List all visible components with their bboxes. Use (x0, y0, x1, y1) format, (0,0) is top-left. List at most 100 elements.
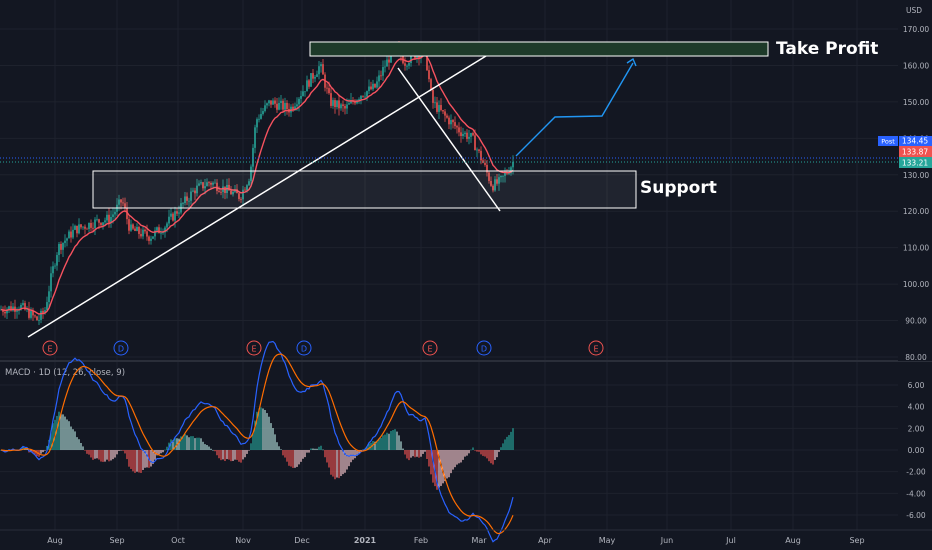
macd-histogram-bar (84, 450, 86, 451)
support-zone[interactable] (92, 170, 637, 209)
candle-body (72, 229, 74, 238)
time-axis[interactable]: Aug Sep Oct Nov Dec 2021 Feb Mar Apr May Jun Jul Aug… (47, 536, 864, 545)
macd-histogram-bar (348, 450, 350, 467)
macd-histogram-bar (180, 436, 182, 450)
macd-histogram-bar (476, 450, 478, 452)
candle-body (78, 224, 80, 234)
candle-body (500, 176, 502, 178)
candle-body (252, 147, 254, 167)
macd-histogram-bar (278, 446, 280, 450)
candle-body (166, 223, 168, 228)
macd-histogram-bar (472, 447, 474, 450)
candle-body (504, 172, 506, 176)
candle-body (52, 266, 54, 274)
candle-body (250, 166, 252, 182)
candle-body (460, 132, 462, 137)
macd-histogram-bar (88, 450, 90, 455)
candle-body (184, 196, 186, 203)
macd-axis[interactable]: 6.00 4.00 2.00 0.00 -2.00 -4.00 -6.00 (906, 381, 926, 520)
svg-text:134.45: 134.45 (902, 137, 928, 146)
macd-histogram-bar (436, 450, 438, 490)
macd-histogram-bar (382, 435, 384, 450)
candle-body (242, 189, 244, 200)
candle-body (92, 227, 94, 229)
price-tick-label: 110.00 (903, 244, 929, 253)
candle-body (302, 91, 304, 96)
candle-body (466, 132, 468, 139)
dividend-icon[interactable]: D (113, 340, 129, 356)
time-tick-label: Feb (414, 536, 428, 545)
candle-body (316, 74, 318, 77)
candle-body (232, 191, 234, 195)
candle-body (310, 73, 312, 87)
macd-histogram-bar (388, 433, 390, 450)
macd-histogram-bar (214, 450, 216, 452)
candle-body (56, 255, 58, 266)
price-axis[interactable]: USD 170.00160.00150.00140.00130.00120.00… (878, 0, 932, 362)
downtrend-line[interactable] (397, 67, 501, 212)
macd-histogram-bar (334, 450, 336, 480)
macd-histogram-bar (400, 441, 402, 450)
take-profit-zone[interactable] (309, 41, 769, 57)
macd-histogram-bar (92, 450, 94, 460)
projection-path[interactable] (515, 62, 634, 157)
macd-histogram-bar (356, 450, 358, 456)
candle-body (246, 185, 248, 191)
candle-body (154, 230, 156, 237)
candle-body (198, 183, 200, 186)
macd-histogram-bar (220, 450, 222, 461)
macd-histogram-bar (26, 448, 28, 450)
earnings-icon[interactable]: E (588, 340, 604, 356)
candle-body (124, 203, 126, 209)
macd-histogram-bar (40, 450, 42, 454)
candle-body (282, 100, 284, 110)
macd-histogram-bar (68, 421, 70, 450)
macd-histogram-bar (202, 441, 204, 450)
macd-histogram-bar (32, 450, 34, 454)
macd-pane[interactable]: MACD · 1D (12, 26, close, 9) (0, 340, 514, 543)
macd-histogram-bar (162, 450, 164, 453)
earnings-icon[interactable]: E (246, 340, 262, 356)
macd-histogram-bar (488, 450, 490, 462)
uptrend-line[interactable] (27, 55, 487, 338)
dividend-icon[interactable]: D (296, 340, 312, 356)
macd-histogram-bar (210, 448, 212, 450)
candle-body (446, 115, 448, 118)
candle-body (20, 304, 22, 310)
price-pane[interactable]: Take Profit Support E D E D E D E (0, 39, 898, 356)
candle-body (320, 64, 322, 67)
macd-histogram-bar (50, 430, 52, 450)
candle-body (6, 309, 8, 314)
macd-histogram-bar (402, 448, 404, 450)
candle-body (486, 164, 488, 173)
macd-histogram-bar (394, 429, 396, 450)
candle-body (42, 310, 44, 313)
macd-histogram-bar (58, 411, 60, 450)
macd-histogram-bar (100, 450, 102, 462)
candle-body (454, 122, 456, 127)
macd-histogram-bar (190, 436, 192, 450)
dividend-icon[interactable]: D (476, 340, 492, 356)
time-tick-label: May (599, 536, 616, 545)
earnings-icon[interactable]: E (42, 340, 58, 356)
candle-body (122, 202, 124, 204)
macd-histogram-bar (362, 449, 364, 451)
macd-histogram-bar (422, 450, 424, 454)
macd-histogram-bar (404, 450, 406, 455)
macd-histogram-bar (34, 450, 36, 455)
macd-histogram-bar (78, 439, 80, 450)
macd-line (0, 340, 514, 543)
svg-text:D: D (118, 345, 124, 354)
macd-histogram-bar (236, 450, 238, 460)
candle-body (8, 306, 10, 310)
macd-histogram-bar (132, 450, 134, 472)
candle-body (440, 105, 442, 111)
time-tick-label: Aug (47, 536, 63, 545)
earnings-icon[interactable]: E (422, 340, 438, 356)
candle-body (462, 133, 464, 137)
candle-body (328, 88, 330, 94)
candle-body (240, 198, 242, 200)
macd-histogram-bar (392, 430, 394, 450)
svg-text:133.87: 133.87 (902, 148, 928, 157)
